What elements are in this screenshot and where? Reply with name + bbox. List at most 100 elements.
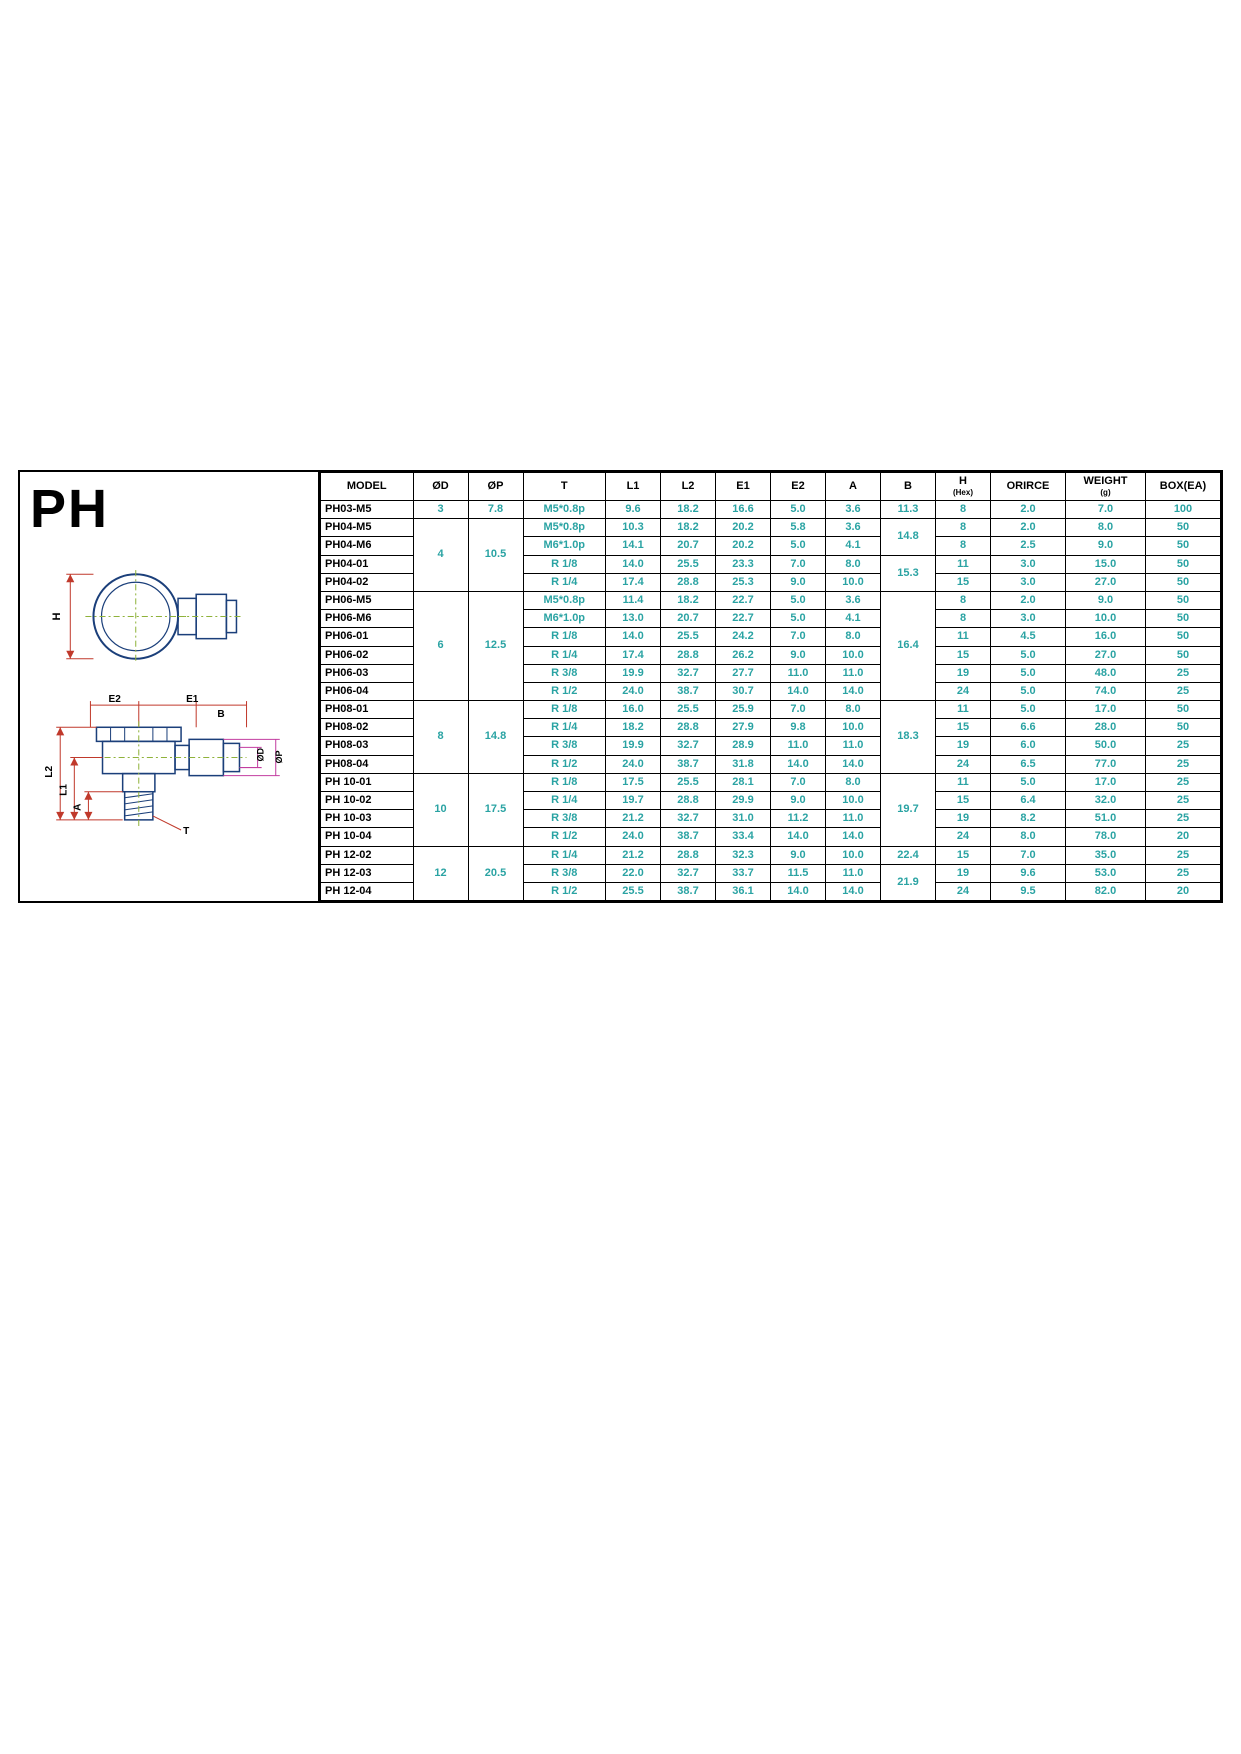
cell-h: 8 xyxy=(936,501,991,519)
cell-t: R 1/8 xyxy=(523,628,606,646)
cell-op: 10.5 xyxy=(468,519,523,592)
cell-orifice: 5.0 xyxy=(991,701,1066,719)
cell-model: PH08-01 xyxy=(321,701,414,719)
cell-l1: 9.6 xyxy=(606,501,661,519)
cell-weight: 32.0 xyxy=(1066,792,1146,810)
cell-l2: 28.8 xyxy=(661,719,716,737)
cell-box: 50 xyxy=(1146,537,1221,555)
cell-l2: 20.7 xyxy=(661,610,716,628)
cell-weight: 78.0 xyxy=(1066,828,1146,846)
cell-e1: 28.9 xyxy=(716,737,771,755)
cell-e2: 11.2 xyxy=(771,810,826,828)
dim-label-l2: L2 xyxy=(44,765,55,777)
cell-weight: 77.0 xyxy=(1066,755,1146,773)
cell-e2: 9.0 xyxy=(771,573,826,591)
cell-b: 11.3 xyxy=(881,501,936,519)
cell-l2: 25.5 xyxy=(661,701,716,719)
cell-e2: 14.0 xyxy=(771,682,826,700)
cell-model: PH04-02 xyxy=(321,573,414,591)
cell-e1: 25.3 xyxy=(716,573,771,591)
cell-t: R 1/2 xyxy=(523,828,606,846)
cell-l1: 17.4 xyxy=(606,573,661,591)
cell-model: PH06-04 xyxy=(321,682,414,700)
table-row: PH08-01814.8R 1/816.025.525.97.08.018.31… xyxy=(321,701,1221,719)
cell-weight: 53.0 xyxy=(1066,864,1146,882)
cell-e2: 7.0 xyxy=(771,555,826,573)
cell-od: 3 xyxy=(413,501,468,519)
cell-a: 10.0 xyxy=(826,646,881,664)
cell-a: 10.0 xyxy=(826,792,881,810)
cell-t: R 1/2 xyxy=(523,755,606,773)
cell-h: 8 xyxy=(936,537,991,555)
cell-a: 8.0 xyxy=(826,628,881,646)
cell-a: 11.0 xyxy=(826,864,881,882)
cell-orifice: 6.6 xyxy=(991,719,1066,737)
cell-a: 8.0 xyxy=(826,773,881,791)
cell-a: 14.0 xyxy=(826,682,881,700)
cell-weight: 74.0 xyxy=(1066,682,1146,700)
cell-l1: 24.0 xyxy=(606,828,661,846)
cell-l2: 28.8 xyxy=(661,646,716,664)
dim-label-a: A xyxy=(72,804,83,811)
col-orifice: ORIRCE xyxy=(991,473,1066,501)
dim-label-od: ØD xyxy=(256,747,266,761)
cell-box: 25 xyxy=(1146,682,1221,700)
cell-e2: 9.8 xyxy=(771,719,826,737)
cell-t: M5*0.8p xyxy=(523,591,606,609)
cell-h: 15 xyxy=(936,846,991,864)
cell-e2: 14.0 xyxy=(771,755,826,773)
col-model: MODEL xyxy=(321,473,414,501)
cell-e2: 14.0 xyxy=(771,882,826,900)
cell-e2: 9.0 xyxy=(771,846,826,864)
cell-weight: 17.0 xyxy=(1066,701,1146,719)
cell-t: R 1/8 xyxy=(523,701,606,719)
cell-b: 21.9 xyxy=(881,864,936,900)
cell-e1: 27.7 xyxy=(716,664,771,682)
cell-e2: 7.0 xyxy=(771,628,826,646)
cell-box: 50 xyxy=(1146,610,1221,628)
cell-e2: 5.0 xyxy=(771,591,826,609)
cell-weight: 28.0 xyxy=(1066,719,1146,737)
cell-h: 24 xyxy=(936,882,991,900)
cell-e1: 25.9 xyxy=(716,701,771,719)
cell-e1: 32.3 xyxy=(716,846,771,864)
cell-l2: 18.2 xyxy=(661,501,716,519)
cell-box: 50 xyxy=(1146,555,1221,573)
col-op: ØP xyxy=(468,473,523,501)
cell-t: M6*1.0p xyxy=(523,537,606,555)
cell-box: 25 xyxy=(1146,810,1221,828)
col-weight: WEIGHT(g) xyxy=(1066,473,1146,501)
cell-h: 8 xyxy=(936,610,991,628)
cell-l2: 32.7 xyxy=(661,664,716,682)
dim-label-l1: L1 xyxy=(58,784,69,796)
cell-l1: 21.2 xyxy=(606,846,661,864)
cell-l2: 25.5 xyxy=(661,773,716,791)
cell-model: PH08-03 xyxy=(321,737,414,755)
cell-h: 15 xyxy=(936,646,991,664)
cell-l1: 16.0 xyxy=(606,701,661,719)
col-l1: L1 xyxy=(606,473,661,501)
cell-l1: 24.0 xyxy=(606,682,661,700)
cell-model: PH 10-03 xyxy=(321,810,414,828)
table-body: PH03-M537.8M5*0.8p9.618.216.65.03.611.38… xyxy=(321,501,1221,901)
table-row: PH04-M5410.5M5*0.8p10.318.220.25.83.614.… xyxy=(321,519,1221,537)
dim-label-t: T xyxy=(183,826,190,837)
cell-weight: 82.0 xyxy=(1066,882,1146,900)
cell-box: 50 xyxy=(1146,591,1221,609)
cell-e1: 36.1 xyxy=(716,882,771,900)
cell-l1: 22.0 xyxy=(606,864,661,882)
cell-t: R 1/4 xyxy=(523,792,606,810)
cell-weight: 27.0 xyxy=(1066,573,1146,591)
cell-orifice: 5.0 xyxy=(991,682,1066,700)
cell-l1: 19.9 xyxy=(606,737,661,755)
cell-orifice: 5.0 xyxy=(991,646,1066,664)
cell-l2: 38.7 xyxy=(661,828,716,846)
cell-model: PH08-02 xyxy=(321,719,414,737)
cell-h: 24 xyxy=(936,828,991,846)
table-row: PH 10-011017.5R 1/817.525.528.17.08.019.… xyxy=(321,773,1221,791)
cell-t: R 1/4 xyxy=(523,719,606,737)
right-pane: MODELØDØPTL1L2E1E2ABH(Hex)ORIRCEWEIGHT(g… xyxy=(320,472,1221,901)
cell-box: 25 xyxy=(1146,864,1221,882)
cell-l1: 18.2 xyxy=(606,719,661,737)
cell-model: PH06-M6 xyxy=(321,610,414,628)
